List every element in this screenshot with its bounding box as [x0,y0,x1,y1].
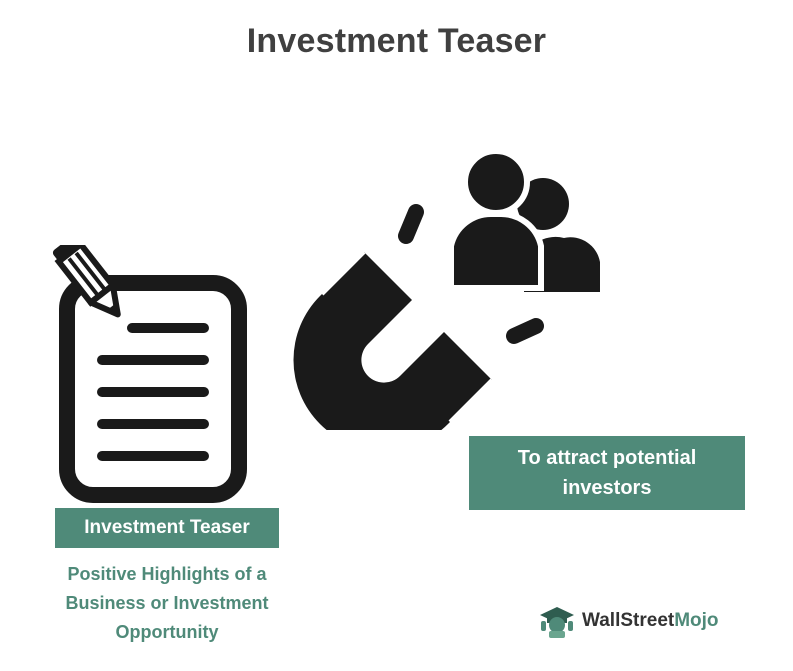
brand-name: WallStreetMojo [582,610,719,632]
magnet-icon [293,204,544,451]
attract-label-line: To attract potential [517,447,697,469]
attract-label-line: investors [562,477,652,499]
description-line: Opportunity [115,622,219,642]
investment-teaser-label: Investment Teaser [55,508,279,548]
brand-watermark: WallStreetMojo [538,603,719,639]
description-line: Positive Highlights of a [67,564,267,584]
magnet-attracting-investors [270,140,615,451]
page-title: Investment Teaser [246,22,547,60]
description-line: Business or Investment [65,593,269,613]
document-with-pencil-icon [45,236,255,505]
investment-teaser-description: Positive Highlights of a Business or Inv… [42,560,292,647]
attract-investors-label: To attract potential investors [469,436,745,510]
investors-icon [448,148,600,292]
brand-name-part1: WallStreet [582,610,675,631]
wallstreetmojo-logo-icon [540,607,574,638]
brand-name-part2: Mojo [674,610,719,631]
